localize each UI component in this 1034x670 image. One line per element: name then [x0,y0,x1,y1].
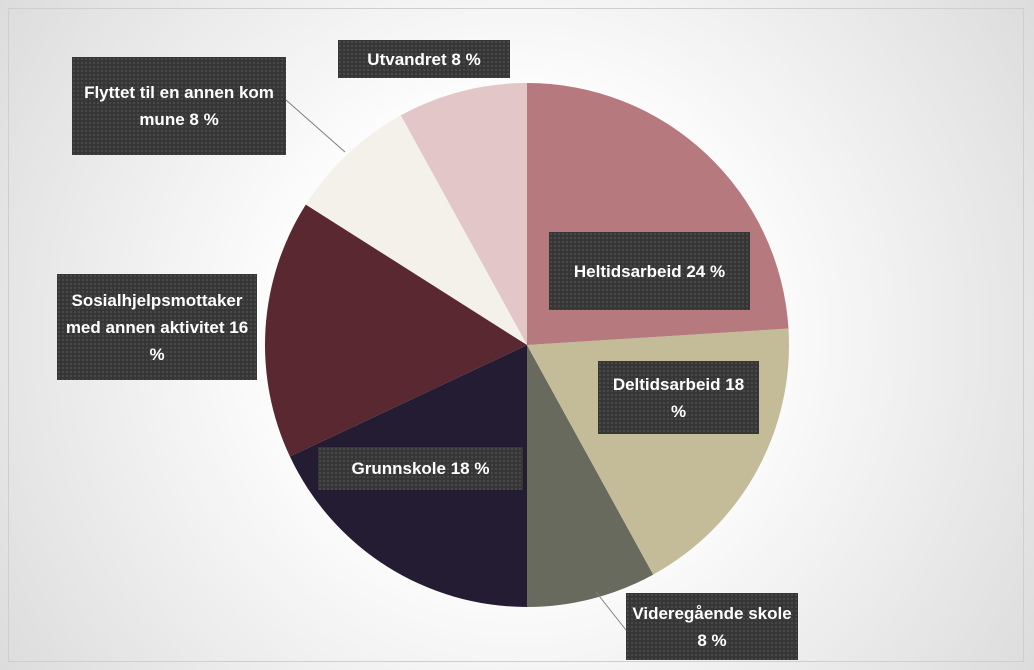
value-label: 18 % [450,459,490,478]
category-label: Grunnskole [351,459,446,478]
label-text: Sosialhjelpsmottaker med annen aktivitet… [63,287,251,368]
data-label: Flyttet til en annen kommune 8 % [72,57,286,155]
value-label: 8 % [451,49,481,69]
category-label: Sosialhjelpsmottaker med annen aktivitet [65,290,243,337]
label-text: Deltidsarbeid 18 % [604,371,753,425]
category-label: Deltidsarbeid [612,374,721,394]
category-label: Utvandret [367,49,447,69]
leader-line [285,99,346,153]
pie-slice [265,204,527,457]
category-label: Heltidsarbeid [573,261,682,281]
data-label: Deltidsarbeid 18 % [598,361,759,434]
chart-frame [8,8,1024,662]
value-label: 8 % [697,630,727,650]
pie-slice [527,345,654,607]
label-text: Heltidsarbeid 24 % [574,258,725,285]
value-label: 18 % [670,374,745,421]
data-label: Sosialhjelpsmottaker med annen aktivitet… [57,274,257,380]
category-label: Videregående skole [632,603,792,623]
label-text: Utvandret 8 % [367,46,480,73]
data-label: Utvandret 8 % [338,40,510,78]
value-label: 16 % [149,317,249,364]
value-label: 8 % [189,110,219,129]
data-label: Heltidsarbeid 24 % [549,232,750,310]
data-label: Grunnskole 18 % [318,447,523,490]
value-label: 24 % [686,261,726,281]
pie-slice [400,83,527,345]
label-text: Videregående skole 8 % [632,600,792,654]
label-text: Grunnskole 18 % [352,455,490,482]
category-label: Flyttet til en annen kommune [84,83,274,129]
label-text: Flyttet til en annen kommune 8 % [78,79,280,133]
leader-line [595,591,627,631]
pie-slice [305,115,527,345]
data-label: Videregående skole 8 % [626,593,798,660]
